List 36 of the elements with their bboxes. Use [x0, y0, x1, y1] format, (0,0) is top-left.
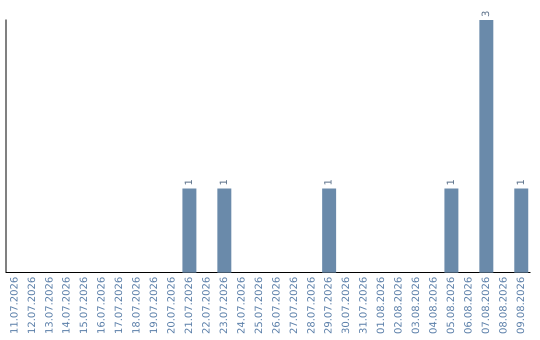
x-tick-label: 31.07.2026 — [358, 276, 370, 334]
x-tick-label: 09.08.2026 — [516, 276, 527, 334]
x-tick-label: 21.07.2026 — [184, 276, 195, 334]
x-tick-label: 03.08.2026 — [411, 276, 422, 334]
x-tick-label: 13.07.2026 — [44, 276, 56, 334]
x-tick-label: 01.08.2026 — [376, 276, 388, 334]
x-tick-label: 30.07.2026 — [341, 276, 352, 334]
data-label: 1 — [516, 179, 527, 186]
x-tick-label: 02.08.2026 — [394, 276, 405, 334]
x-tick-label: 15.07.2026 — [79, 276, 90, 334]
x-tick-label: 25.07.2026 — [254, 276, 265, 334]
x-tick-label: 12.07.2026 — [26, 276, 38, 334]
x-tick-label: 26.07.2026 — [271, 276, 282, 334]
x-tick-label: 20.07.2026 — [166, 276, 178, 334]
x-tick-label: 07.08.2026 — [480, 276, 492, 334]
x-tick-label: 06.08.2026 — [463, 276, 474, 334]
x-tick-label: 28.07.2026 — [306, 276, 318, 334]
data-label: 1 — [446, 179, 457, 186]
x-tick-label: 14.07.2026 — [62, 276, 73, 334]
x-tick-label: 08.08.2026 — [498, 276, 510, 334]
data-label: 1 — [184, 179, 195, 186]
x-tick-label: 19.07.2026 — [149, 276, 160, 334]
data-label: 1 — [218, 179, 230, 186]
data-label: 3 — [480, 10, 492, 17]
x-tick-label: 05.08.2026 — [446, 276, 457, 334]
x-tick-label: 11.07.2026 — [9, 276, 20, 334]
x-tick-label: 29.07.2026 — [324, 276, 335, 334]
x-tick-label: 18.07.2026 — [132, 276, 143, 334]
x-tick-label: 22.07.2026 — [201, 276, 212, 334]
data-label: 1 — [324, 179, 335, 186]
x-tick-label: 04.08.2026 — [428, 276, 440, 334]
x-tick-label: 23.07.2026 — [218, 276, 230, 334]
x-tick-label: 17.07.2026 — [114, 276, 126, 334]
x-tick-label: 16.07.2026 — [96, 276, 108, 334]
x-tick-label: 24.07.2026 — [236, 276, 248, 334]
x-tick-label: 27.07.2026 — [288, 276, 300, 334]
